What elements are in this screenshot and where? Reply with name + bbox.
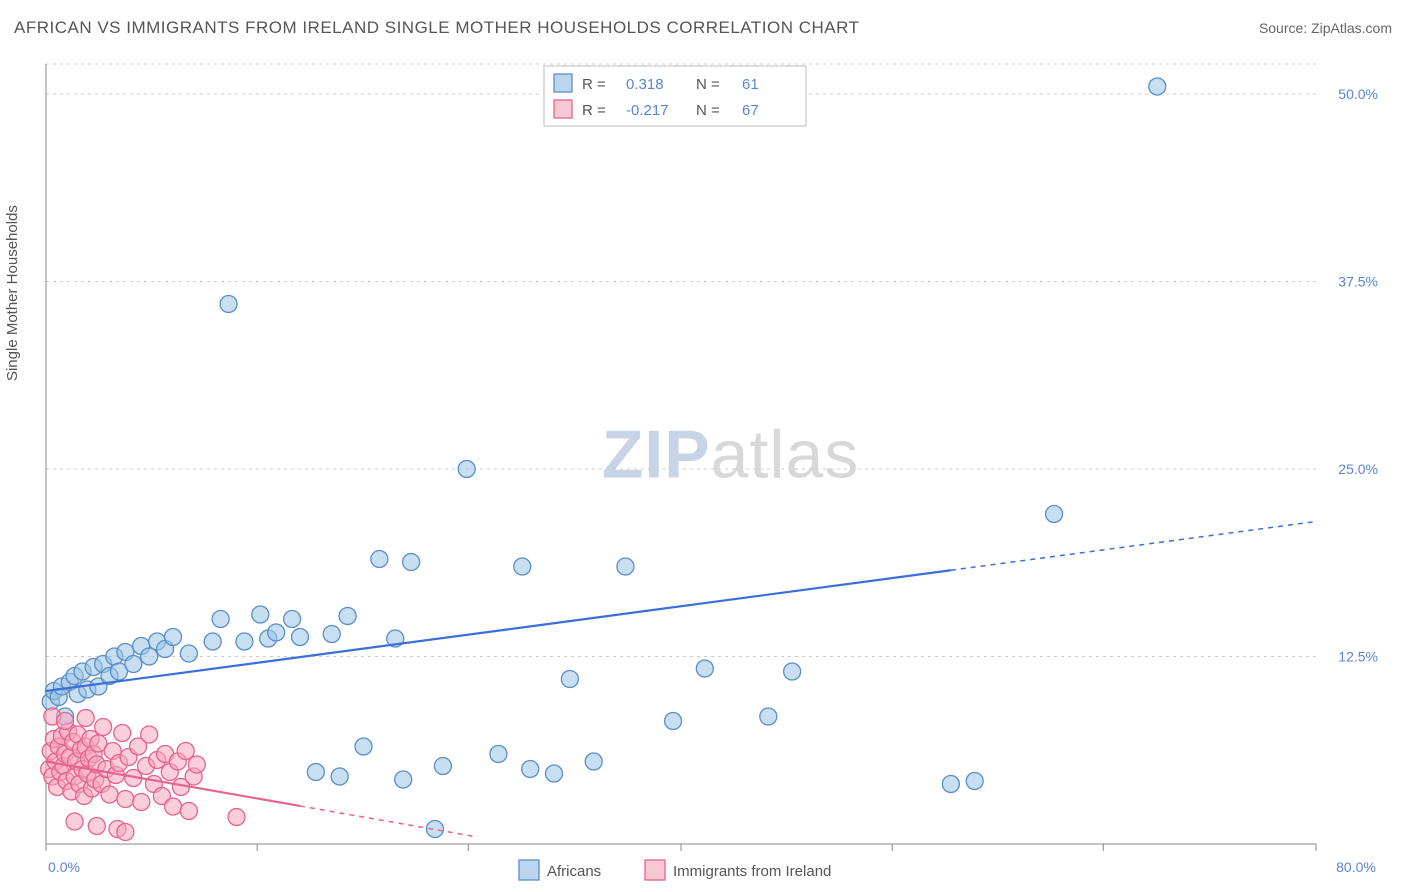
data-point — [395, 771, 412, 788]
data-point — [117, 791, 134, 808]
data-point — [284, 611, 301, 628]
legend-n-value: 61 — [742, 76, 759, 93]
legend-n-label: N = — [696, 102, 720, 119]
data-point — [561, 671, 578, 688]
data-point — [180, 645, 197, 662]
data-point — [784, 663, 801, 680]
data-point — [141, 726, 158, 743]
legend-n-value: 67 — [742, 102, 759, 119]
data-point — [1149, 78, 1166, 95]
legend-swatch — [554, 74, 572, 92]
data-point — [665, 713, 682, 730]
data-point — [490, 746, 507, 763]
data-point — [323, 626, 340, 643]
data-point — [458, 461, 475, 478]
y-tick-label: 37.5% — [1338, 274, 1378, 290]
data-point — [514, 558, 531, 575]
legend-n-label: N = — [696, 76, 720, 93]
data-point — [228, 809, 245, 826]
data-point — [220, 296, 237, 313]
data-point — [252, 606, 269, 623]
data-point — [204, 633, 221, 650]
data-point — [1046, 506, 1063, 523]
data-point — [331, 768, 348, 785]
trend-line-extrapolated — [300, 806, 475, 837]
data-point — [585, 753, 602, 770]
y-tick-label: 50.0% — [1338, 86, 1378, 102]
data-point — [180, 803, 197, 820]
data-point — [57, 713, 74, 730]
data-point — [371, 551, 388, 568]
data-point — [966, 773, 983, 790]
data-point — [117, 824, 134, 841]
data-point — [212, 611, 229, 628]
legend-series-label: Immigrants from Ireland — [673, 863, 831, 880]
data-point — [66, 813, 83, 830]
chart-title: AFRICAN VS IMMIGRANTS FROM IRELAND SINGL… — [14, 18, 859, 38]
data-point — [522, 761, 539, 778]
data-point — [165, 629, 182, 646]
legend-swatch — [554, 100, 572, 118]
y-tick-label: 25.0% — [1338, 461, 1378, 477]
data-point — [88, 818, 105, 835]
x-tick-label: 80.0% — [1336, 859, 1376, 875]
data-point — [236, 633, 253, 650]
data-point — [546, 765, 563, 782]
x-tick-label: 0.0% — [48, 859, 80, 875]
trend-line — [46, 570, 951, 691]
data-point — [339, 608, 356, 625]
data-point — [307, 764, 324, 781]
legend-r-label: R = — [582, 76, 606, 93]
data-point — [133, 794, 150, 811]
data-point — [268, 624, 285, 641]
data-point — [434, 758, 451, 775]
data-point — [125, 656, 142, 673]
legend-r-value: -0.217 — [626, 102, 669, 119]
legend-swatch — [519, 860, 539, 880]
legend-series-label: Africans — [547, 863, 601, 880]
data-point — [188, 756, 205, 773]
source-label: Source: ZipAtlas.com — [1259, 20, 1392, 36]
data-point — [617, 558, 634, 575]
data-point — [696, 660, 713, 677]
data-point — [141, 648, 158, 665]
data-point — [942, 776, 959, 793]
data-point — [403, 554, 420, 571]
data-point — [77, 710, 94, 727]
y-axis-label: Single Mother Households — [4, 205, 21, 381]
correlation-chart: 12.5% 25.0% 37.5% 50.0% 0.0% 80.0% ZIPatlas R =… — [14, 50, 1392, 888]
legend-swatch — [645, 860, 665, 880]
data-point — [101, 786, 118, 803]
data-point — [760, 708, 777, 725]
data-point — [355, 738, 372, 755]
data-point — [165, 798, 182, 815]
y-tick-label: 12.5% — [1338, 649, 1378, 665]
data-point — [95, 719, 112, 736]
watermark: ZIPatlas — [602, 416, 859, 492]
data-point — [292, 629, 309, 646]
data-point — [114, 725, 131, 742]
trend-line-extrapolated — [951, 522, 1316, 571]
legend-r-label: R = — [582, 102, 606, 119]
legend-r-value: 0.318 — [626, 76, 664, 93]
